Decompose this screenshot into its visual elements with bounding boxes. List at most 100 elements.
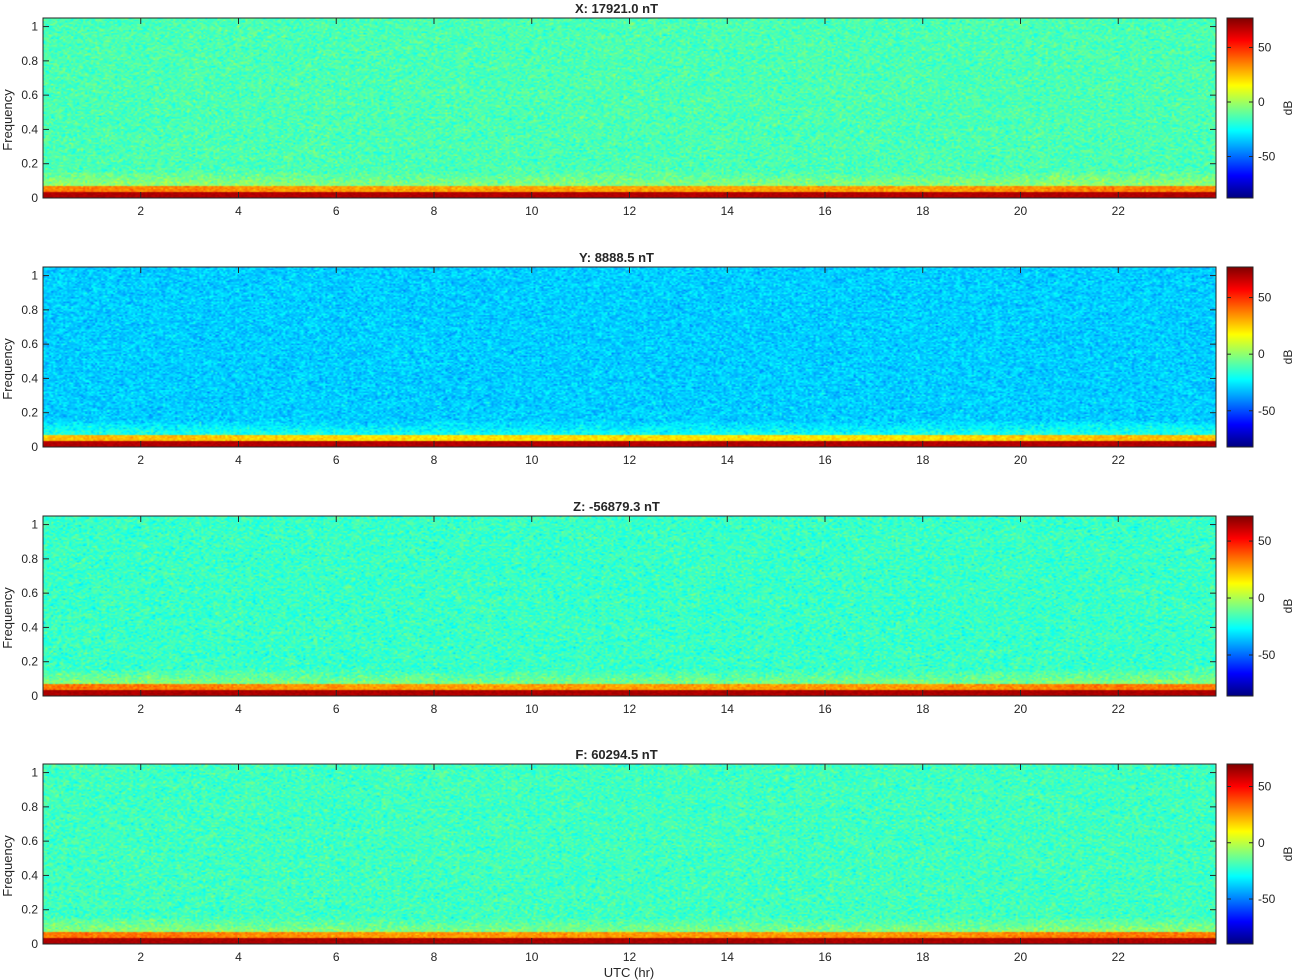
- colorbar-tick-label: -50: [1258, 892, 1276, 906]
- x-tick-label: 2: [137, 950, 144, 964]
- y-tick-label: 0.4: [21, 122, 38, 136]
- x-tick-label: 18: [916, 950, 930, 964]
- x-tick-label: 6: [333, 204, 340, 218]
- x-tick-label: 4: [235, 453, 242, 467]
- x-tick-label: 6: [333, 950, 340, 964]
- y-tick-label: 0.6: [21, 337, 38, 351]
- y-tick-label: 0.8: [21, 303, 38, 317]
- x-tick-label: 8: [431, 453, 438, 467]
- y-tick-label: 0.6: [21, 586, 38, 600]
- y-tick-label: 0.4: [21, 371, 38, 385]
- y-tick-label: 0.6: [21, 834, 38, 848]
- y-tick-label: 0.2: [21, 655, 38, 669]
- x-tick-label: 20: [1014, 204, 1028, 218]
- x-tick-label: 20: [1014, 950, 1028, 964]
- y-tick-label: 0: [31, 440, 38, 454]
- colorbar: [1226, 515, 1254, 697]
- colorbar-tick-label: -50: [1258, 648, 1276, 662]
- x-tick-label: 2: [137, 453, 144, 467]
- x-tick-label: 12: [623, 204, 637, 218]
- x-tick-label: 22: [1112, 702, 1126, 716]
- x-tick-label: 20: [1014, 702, 1028, 716]
- x-tick-label: 10: [525, 204, 539, 218]
- spectrogram-panel: F: 60294.5 nT2 4 6 8 10 12 14 16 18 20 2200.20.40.…: [0, 747, 1295, 964]
- y-axis-label: Frequency: [0, 89, 15, 151]
- x-tick-label: 18: [916, 204, 930, 218]
- x-tick-label: 10: [525, 702, 539, 716]
- spectrogram-heatmap: [43, 18, 1216, 198]
- x-tick-label: 4: [235, 702, 242, 716]
- x-tick-label: 16: [818, 204, 832, 218]
- y-tick-label: 0.4: [21, 868, 38, 882]
- x-tick-label: 16: [818, 702, 832, 716]
- y-tick-label: 1: [31, 518, 38, 532]
- y-tick-label: 0.8: [21, 800, 38, 814]
- panel-title: Y: 8888.5 nT: [579, 250, 654, 265]
- x-tick-label: 8: [431, 204, 438, 218]
- colorbar-label: dB: [1281, 350, 1295, 365]
- x-tick-label: 8: [431, 950, 438, 964]
- y-axis-label: Frequency: [0, 587, 15, 649]
- colorbar-tick-label: 50: [1258, 534, 1272, 548]
- y-tick-label: 0.4: [21, 620, 38, 634]
- colorbar-tick-label: 50: [1258, 40, 1272, 54]
- y-tick-label: 1: [31, 269, 38, 283]
- y-axis-label: Frequency: [0, 338, 15, 400]
- x-tick-label: 18: [916, 453, 930, 467]
- spectrogram-panel: Z: -56879.3 nT2 4 6 8 10 12 14 16 18 20 2200.20.40…: [0, 499, 1295, 716]
- spectrogram-heatmap: [43, 764, 1216, 944]
- colorbar-tick-label: 0: [1258, 591, 1265, 605]
- colorbar: [1226, 17, 1254, 199]
- colorbar-tick-label: 0: [1258, 95, 1265, 109]
- x-tick-label: 10: [525, 453, 539, 467]
- x-tick-label: 8: [431, 702, 438, 716]
- x-tick-label: 12: [623, 950, 637, 964]
- y-tick-label: 0: [31, 689, 38, 703]
- colorbar-tick-label: 50: [1258, 780, 1272, 794]
- colorbar-label: dB: [1281, 599, 1295, 614]
- x-tick-label: 2: [137, 204, 144, 218]
- y-tick-label: 0: [31, 937, 38, 951]
- colorbar-tick-label: 50: [1258, 291, 1272, 305]
- x-tick-label: 6: [333, 453, 340, 467]
- colorbar-tick-label: 0: [1258, 347, 1265, 361]
- y-tick-label: 0.8: [21, 54, 38, 68]
- x-tick-label: 14: [721, 453, 735, 467]
- x-tick-label: 12: [623, 702, 637, 716]
- colorbar-label: dB: [1281, 847, 1295, 862]
- x-tick-label: 14: [721, 204, 735, 218]
- x-tick-label: 2: [137, 702, 144, 716]
- x-tick-label: 4: [235, 204, 242, 218]
- x-tick-label: 22: [1112, 453, 1126, 467]
- colorbar-tick-label: 0: [1258, 836, 1265, 850]
- y-tick-label: 0.2: [21, 406, 38, 420]
- y-tick-label: 0.6: [21, 88, 38, 102]
- x-tick-label: 22: [1112, 204, 1126, 218]
- x-tick-label: 4: [235, 950, 242, 964]
- x-tick-label: 14: [721, 702, 735, 716]
- y-tick-label: 0: [31, 191, 38, 205]
- panel-title: F: 60294.5 nT: [575, 747, 657, 762]
- x-tick-label: 22: [1112, 950, 1126, 964]
- x-tick-label: 6: [333, 702, 340, 716]
- x-tick-label: 16: [818, 950, 832, 964]
- x-tick-label: 20: [1014, 453, 1028, 467]
- spectrogram-panel: Y: 8888.5 nT2 4 6 8 10 12 14 16 18 20 2200.20.40.6…: [0, 250, 1295, 467]
- x-axis-label: UTC (hr): [604, 965, 655, 980]
- x-tick-label: 12: [623, 453, 637, 467]
- panel-title: X: 17921.0 nT: [575, 1, 658, 16]
- spectrogram-panel: X: 17921.0 nT 2 4 6 8 10 12 14 16 18 20 22 0 0.2 0.4 0.…: [0, 1, 1295, 218]
- x-tick-label: 14: [721, 950, 735, 964]
- colorbar: [1226, 763, 1254, 945]
- y-tick-label: 1: [31, 766, 38, 780]
- colorbar-label: dB: [1281, 101, 1295, 116]
- spectrogram-heatmap: [43, 267, 1216, 447]
- colorbar: [1226, 266, 1254, 448]
- x-tick-label: 10: [525, 950, 539, 964]
- colorbar-tick-label: -50: [1258, 404, 1276, 418]
- colorbar-tick-label: -50: [1258, 150, 1276, 164]
- spectrogram-heatmap: [43, 516, 1216, 696]
- y-tick-label: 0.2: [21, 157, 38, 171]
- y-axis-label: Frequency: [0, 835, 15, 897]
